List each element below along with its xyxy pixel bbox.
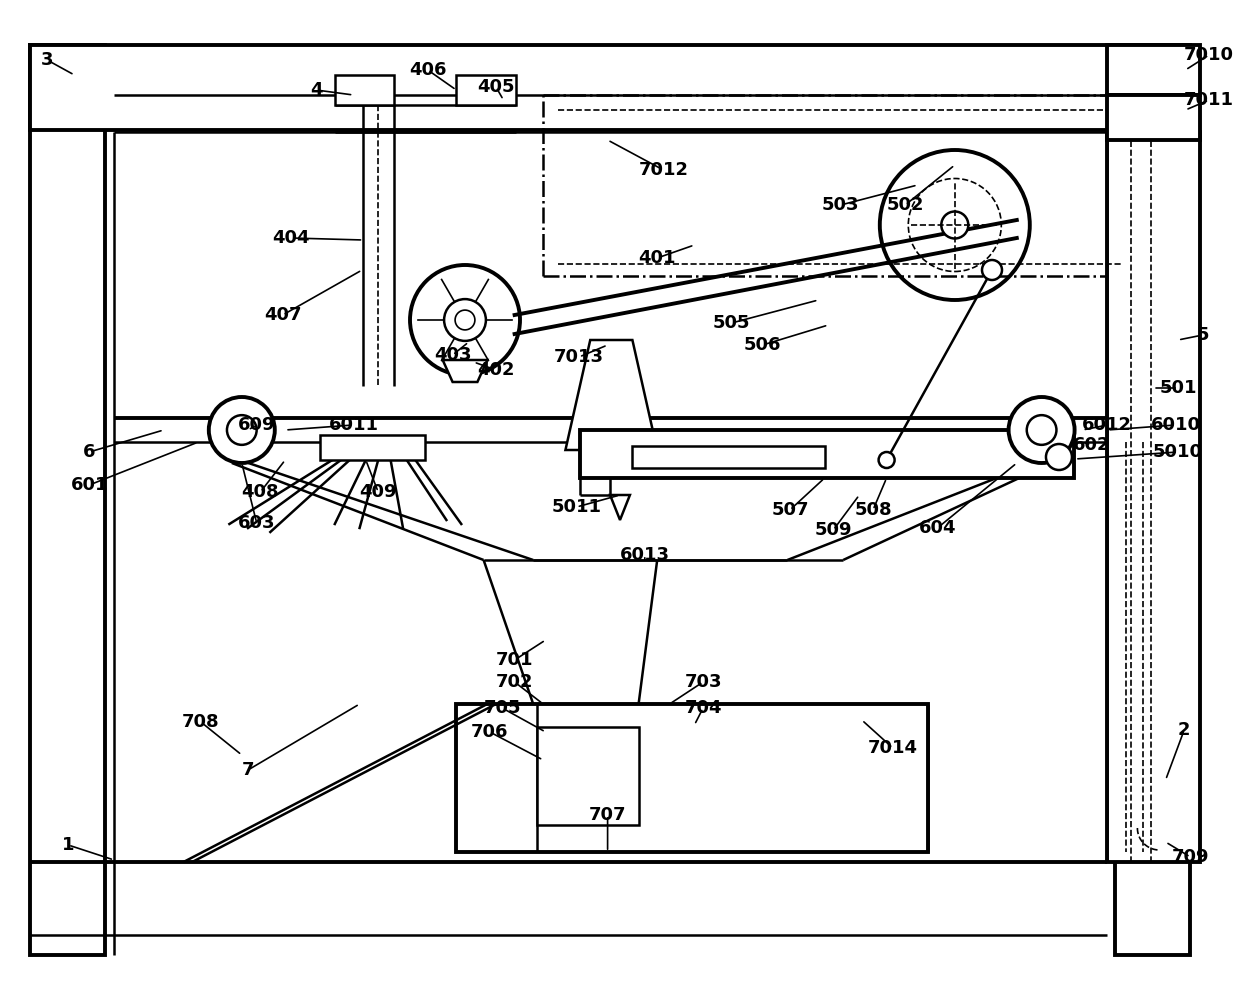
- Text: 7011: 7011: [1184, 91, 1234, 109]
- Text: 603: 603: [238, 514, 275, 532]
- Text: 6013: 6013: [620, 546, 670, 564]
- Text: 601: 601: [71, 476, 108, 494]
- Bar: [30, 45, 1190, 130]
- Text: 7014: 7014: [868, 739, 918, 757]
- Text: 501: 501: [1159, 379, 1197, 397]
- Text: 6010: 6010: [1151, 416, 1200, 434]
- Bar: [632, 446, 825, 468]
- Circle shape: [455, 310, 475, 330]
- Polygon shape: [610, 495, 630, 520]
- Text: 3: 3: [41, 51, 53, 69]
- Bar: [1107, 95, 1200, 140]
- Polygon shape: [443, 360, 487, 382]
- Text: 709: 709: [1172, 848, 1209, 866]
- Circle shape: [208, 397, 275, 463]
- Text: 505: 505: [713, 314, 750, 332]
- Circle shape: [982, 260, 1002, 280]
- Text: 706: 706: [471, 723, 508, 741]
- Text: 702: 702: [496, 673, 533, 691]
- Text: 6011: 6011: [329, 416, 378, 434]
- Text: 7010: 7010: [1184, 46, 1234, 64]
- Text: 407: 407: [264, 306, 301, 324]
- Bar: [580, 430, 1074, 478]
- Text: 507: 507: [771, 501, 808, 519]
- Bar: [537, 727, 639, 825]
- Text: 5010: 5010: [1153, 443, 1203, 461]
- Circle shape: [941, 212, 968, 238]
- Text: 705: 705: [484, 699, 521, 717]
- Circle shape: [879, 452, 894, 468]
- Text: 6012: 6012: [1083, 416, 1132, 434]
- Text: 402: 402: [477, 361, 515, 379]
- Bar: [320, 435, 425, 460]
- Text: 701: 701: [496, 651, 533, 669]
- Text: 703: 703: [684, 673, 722, 691]
- Text: 403: 403: [434, 346, 471, 364]
- Text: 6: 6: [83, 443, 95, 461]
- Circle shape: [227, 415, 257, 445]
- Text: 704: 704: [684, 699, 722, 717]
- Text: 502: 502: [887, 196, 924, 214]
- Text: 508: 508: [854, 501, 892, 519]
- Circle shape: [1008, 397, 1075, 463]
- Text: 5: 5: [1197, 326, 1209, 344]
- Circle shape: [1047, 444, 1071, 470]
- Text: 604: 604: [919, 519, 956, 537]
- Text: 609: 609: [238, 416, 275, 434]
- Text: 602: 602: [1073, 436, 1110, 454]
- Text: 7: 7: [242, 761, 254, 779]
- Text: 707: 707: [589, 806, 626, 824]
- Bar: [456, 75, 516, 105]
- Text: 404: 404: [273, 229, 310, 247]
- Text: 509: 509: [815, 521, 852, 539]
- Text: 5011: 5011: [552, 498, 601, 516]
- Bar: [1115, 45, 1190, 955]
- Text: 708: 708: [182, 713, 219, 731]
- Text: 1: 1: [62, 836, 74, 854]
- Text: 401: 401: [639, 249, 676, 267]
- Text: 503: 503: [822, 196, 859, 214]
- Text: 2: 2: [1178, 721, 1190, 739]
- Bar: [335, 75, 394, 105]
- Bar: [1107, 132, 1200, 862]
- Text: 7013: 7013: [554, 348, 604, 366]
- Circle shape: [1027, 415, 1056, 445]
- Bar: [30, 45, 105, 955]
- Bar: [456, 704, 928, 852]
- Text: 4: 4: [310, 81, 322, 99]
- Text: 405: 405: [477, 78, 515, 96]
- Text: 409: 409: [360, 483, 397, 501]
- Text: 7012: 7012: [639, 161, 688, 179]
- Text: 406: 406: [409, 61, 446, 79]
- Text: 506: 506: [744, 336, 781, 354]
- Text: 408: 408: [242, 483, 279, 501]
- Polygon shape: [565, 340, 657, 450]
- Bar: [1107, 45, 1200, 95]
